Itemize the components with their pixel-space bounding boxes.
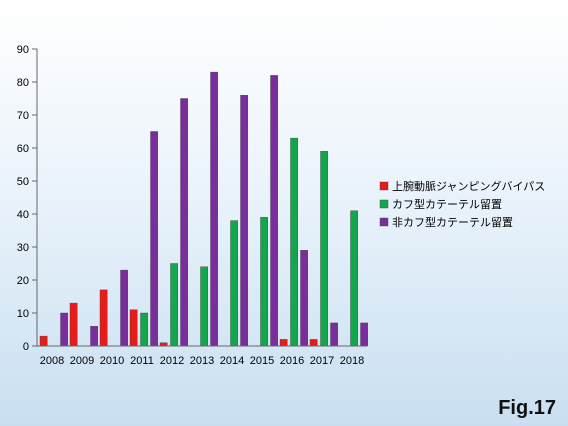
y-tick-label: 40 bbox=[17, 209, 29, 221]
bar-上腕動脈ジャンピングバイパス-2016 bbox=[279, 339, 288, 347]
x-tick-label: 2010 bbox=[100, 355, 124, 367]
figure-label: Fig.17 bbox=[498, 397, 556, 419]
y-tick-label: 80 bbox=[17, 77, 29, 89]
x-tick-label: 2014 bbox=[220, 355, 244, 367]
legend-label: 上腕動脈ジャンピングバイパス bbox=[392, 179, 545, 193]
y-tick-label: 90 bbox=[17, 44, 29, 56]
x-tick-label: 2012 bbox=[160, 355, 184, 367]
bar-非カフ型カテーテル留置-2015 bbox=[270, 75, 279, 347]
bar-非カフ型カテーテル留置-2013 bbox=[210, 71, 219, 347]
x-tick-label: 2011 bbox=[130, 355, 154, 367]
bar-カフ型カテーテル留置-2015 bbox=[260, 217, 269, 347]
legend-swatch bbox=[379, 217, 389, 227]
bar-非カフ型カテーテル留置-2012 bbox=[180, 98, 189, 347]
bar-カフ型カテーテル留置-2016 bbox=[290, 137, 299, 347]
x-tick-label: 2015 bbox=[250, 355, 274, 367]
y-tick-label: 10 bbox=[17, 308, 29, 320]
legend-swatch bbox=[379, 199, 389, 209]
bar-非カフ型カテーテル留置-2010 bbox=[120, 269, 129, 347]
bar-非カフ型カテーテル留置-2009 bbox=[90, 326, 99, 347]
bar-カフ型カテーテル留置-2017 bbox=[320, 151, 329, 347]
x-tick-label: 2009 bbox=[70, 355, 94, 367]
bar-カフ型カテーテル留置-2018 bbox=[350, 210, 359, 347]
y-tick-label: 30 bbox=[17, 242, 29, 254]
bar-カフ型カテーテル留置-2014 bbox=[230, 220, 239, 347]
bar-上腕動脈ジャンピングバイパス-2009 bbox=[69, 302, 78, 347]
bar-非カフ型カテーテル留置-2018 bbox=[360, 322, 369, 347]
y-tick-label: 50 bbox=[17, 176, 29, 188]
legend-label: カフ型カテーテル留置 bbox=[392, 197, 502, 211]
y-tick-label: 0 bbox=[23, 341, 29, 353]
bar-非カフ型カテーテル留置-2008 bbox=[60, 312, 69, 347]
x-tick-label: 2016 bbox=[280, 355, 304, 367]
bar-非カフ型カテーテル留置-2014 bbox=[240, 94, 249, 347]
x-tick-label: 2013 bbox=[190, 355, 214, 367]
bar-上腕動脈ジャンピングバイパス-2017 bbox=[309, 339, 318, 347]
bar-非カフ型カテーテル留置-2017 bbox=[330, 322, 339, 347]
x-tick-label: 2017 bbox=[310, 355, 334, 367]
legend-label: 非カフ型カテーテル留置 bbox=[392, 215, 513, 229]
bar-非カフ型カテーテル留置-2016 bbox=[300, 250, 309, 347]
y-tick-label: 60 bbox=[17, 143, 29, 155]
legend-swatch bbox=[379, 181, 389, 191]
x-tick-label: 2008 bbox=[40, 355, 64, 367]
bar-カフ型カテーテル留置-2012 bbox=[170, 263, 179, 347]
y-tick-label: 20 bbox=[17, 275, 29, 287]
bar-上腕動脈ジャンピングバイパス-2008 bbox=[39, 335, 48, 347]
x-tick-label: 2018 bbox=[340, 355, 364, 367]
bar-カフ型カテーテル留置-2011 bbox=[140, 312, 149, 347]
y-tick-label: 70 bbox=[17, 110, 29, 122]
bar-上腕動脈ジャンピングバイパス-2011 bbox=[129, 309, 138, 347]
bar-カフ型カテーテル留置-2013 bbox=[200, 266, 209, 347]
bar-非カフ型カテーテル留置-2011 bbox=[150, 131, 159, 347]
bar-上腕動脈ジャンピングバイパス-2010 bbox=[99, 289, 108, 347]
